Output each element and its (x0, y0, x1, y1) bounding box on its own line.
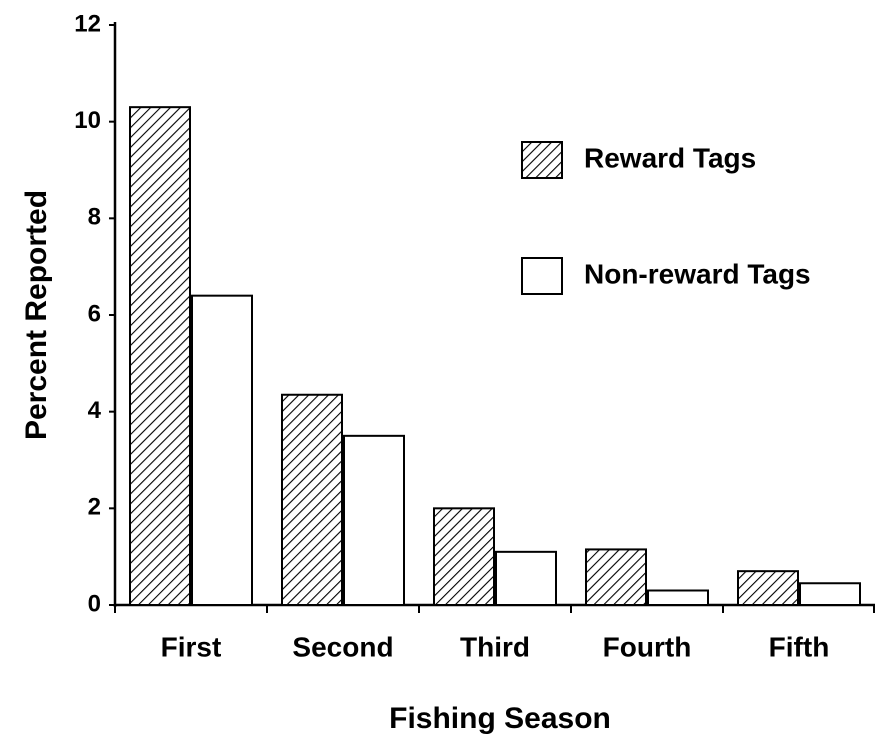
y-tick-label: 0 (88, 590, 101, 617)
legend-label: Non-reward Tags (584, 258, 811, 289)
x-tick-label: Fourth (603, 631, 692, 662)
legend-swatch (521, 141, 563, 179)
y-axis-title: Percent Reported (20, 190, 53, 440)
y-tick-label: 10 (74, 107, 101, 134)
legend-swatch (521, 257, 563, 295)
bar (129, 106, 191, 607)
legend-label: Reward Tags (584, 142, 756, 173)
y-tick-label: 4 (88, 397, 102, 424)
bar (585, 548, 647, 607)
bar (191, 294, 253, 606)
bar (799, 582, 861, 606)
x-tick-label: First (161, 631, 222, 662)
y-tick-label: 12 (74, 10, 101, 37)
y-tick-label: 6 (88, 300, 101, 327)
x-tick-label: Third (460, 631, 530, 662)
x-tick-label: Second (292, 631, 393, 662)
x-axis-title: Fishing Season (389, 702, 611, 735)
x-tick-label: Fifth (769, 631, 830, 662)
bar (647, 589, 709, 606)
bar (433, 507, 495, 607)
bar (495, 550, 557, 606)
bar (281, 393, 343, 606)
y-tick-label: 8 (88, 204, 101, 231)
bar (343, 434, 405, 607)
bar (737, 570, 799, 607)
y-tick-label: 2 (88, 494, 101, 521)
